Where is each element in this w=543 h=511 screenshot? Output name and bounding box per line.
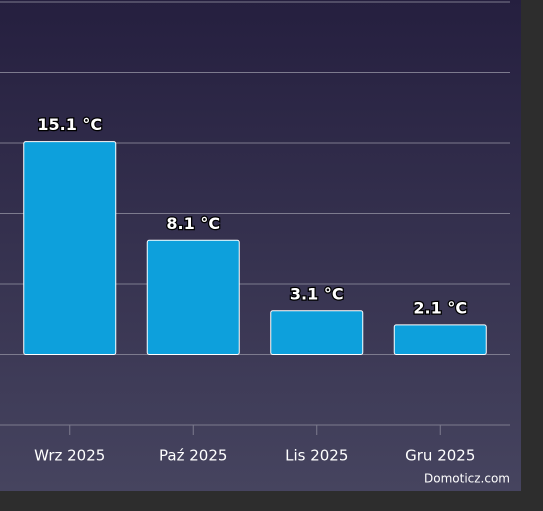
credit: Domoticz.com [424, 472, 510, 486]
bar [270, 310, 364, 356]
x-tick-label: Paź 2025 [159, 447, 227, 465]
x-tick-label: Gru 2025 [405, 447, 475, 465]
bar [146, 239, 240, 355]
value-label: 3.1 °C [290, 284, 344, 303]
x-tick-label: Wrz 2025 [34, 447, 105, 465]
value-label: 2.1 °C [413, 298, 467, 317]
value-label: 8.1 °C [166, 214, 220, 233]
x-tick-label: Lis 2025 [285, 447, 348, 465]
value-label: 15.1 °C [37, 115, 102, 134]
bar [23, 141, 117, 355]
bar [393, 324, 487, 356]
